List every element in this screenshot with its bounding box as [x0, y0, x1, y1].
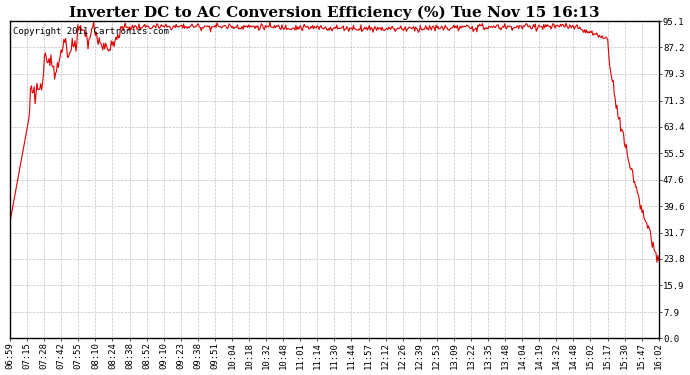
Title: Inverter DC to AC Conversion Efficiency (%) Tue Nov 15 16:13: Inverter DC to AC Conversion Efficiency … [69, 6, 600, 20]
Text: Copyright 2011 Cartronics.com: Copyright 2011 Cartronics.com [13, 27, 169, 36]
